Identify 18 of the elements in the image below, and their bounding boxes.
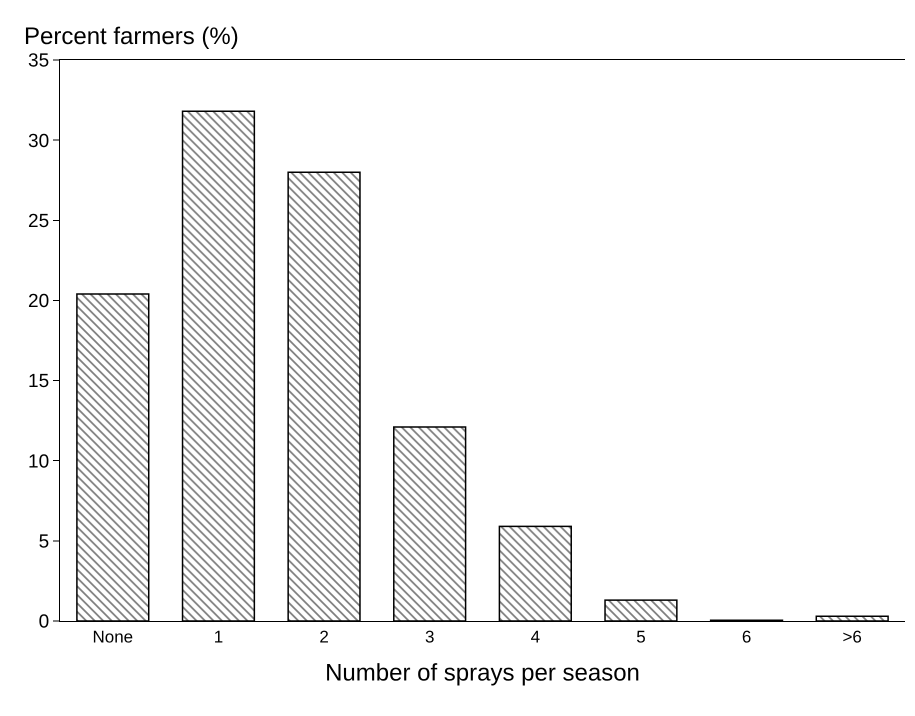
x-tick-label: 6 <box>742 627 752 646</box>
y-tick-label: 20 <box>28 291 50 312</box>
y-tick-label: 30 <box>28 130 50 152</box>
y-tick-label: 5 <box>38 532 50 553</box>
x-axis-title: Number of sprays per season <box>325 660 640 687</box>
x-tick-label: 1 <box>214 627 224 646</box>
y-tick-label: 25 <box>28 210 50 232</box>
y-axis-title: Percent farmers (%) <box>24 23 239 50</box>
x-tick-label: 4 <box>530 627 540 646</box>
x-tick-label: 5 <box>636 627 646 646</box>
x-tick-label: None <box>92 627 134 646</box>
x-tick-label: 2 <box>319 627 329 646</box>
x-tick-label: >6 <box>842 627 862 646</box>
y-tick-label: 35 <box>28 50 50 72</box>
y-tick-label: 0 <box>38 612 50 633</box>
x-tick-label: 3 <box>424 627 434 646</box>
y-tick-label: 15 <box>28 371 50 392</box>
y-tick-label: 10 <box>28 451 50 472</box>
